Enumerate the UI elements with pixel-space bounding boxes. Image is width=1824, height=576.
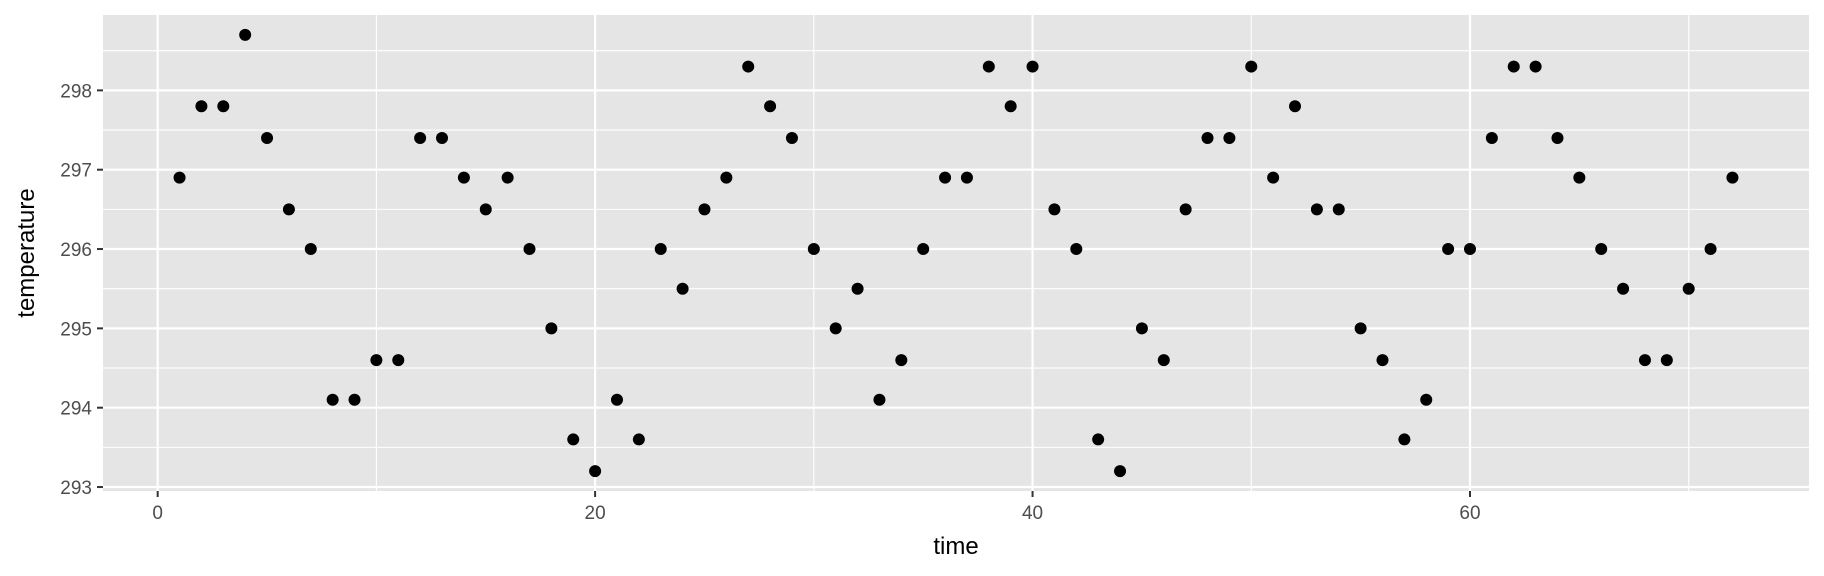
data-point bbox=[217, 100, 230, 113]
y-tick-label: 296 bbox=[60, 240, 92, 261]
data-point bbox=[698, 203, 711, 216]
data-point bbox=[1114, 465, 1127, 478]
data-point bbox=[414, 131, 427, 144]
data-point bbox=[1529, 60, 1542, 73]
data-point bbox=[1704, 243, 1717, 256]
data-point bbox=[1420, 393, 1433, 406]
data-point bbox=[589, 465, 602, 478]
data-point bbox=[742, 60, 755, 73]
data-point bbox=[1179, 203, 1192, 216]
data-point bbox=[1004, 100, 1017, 113]
data-point bbox=[895, 354, 908, 367]
data-point bbox=[1682, 282, 1695, 295]
x-tick-label: 60 bbox=[1459, 503, 1480, 524]
data-point bbox=[1157, 354, 1170, 367]
data-point bbox=[1726, 171, 1739, 184]
data-point bbox=[1507, 60, 1520, 73]
x-axis-ticks: 0 20 40 60 bbox=[152, 491, 1481, 524]
data-point bbox=[195, 100, 208, 113]
data-point bbox=[1376, 354, 1389, 367]
data-point bbox=[1463, 243, 1476, 256]
data-point bbox=[1660, 354, 1673, 367]
data-point bbox=[1070, 243, 1083, 256]
x-axis-title: time bbox=[933, 533, 978, 560]
data-point bbox=[610, 393, 623, 406]
data-point bbox=[457, 171, 470, 184]
y-tick-label: 294 bbox=[60, 399, 92, 420]
data-point bbox=[917, 243, 930, 256]
data-point bbox=[1442, 243, 1455, 256]
data-point bbox=[545, 322, 558, 335]
data-point bbox=[1223, 131, 1236, 144]
data-point bbox=[348, 393, 361, 406]
data-point bbox=[1201, 131, 1214, 144]
data-point bbox=[829, 322, 842, 335]
data-point bbox=[676, 282, 689, 295]
data-point bbox=[1573, 171, 1586, 184]
x-tick-label: 20 bbox=[585, 503, 606, 524]
y-axis-ticks: 293 294 295 296 297 298 bbox=[60, 81, 103, 499]
data-point bbox=[1267, 171, 1280, 184]
data-point bbox=[1638, 354, 1651, 367]
data-point bbox=[523, 243, 536, 256]
data-point bbox=[479, 203, 492, 216]
data-point bbox=[1595, 243, 1608, 256]
data-point bbox=[1332, 203, 1345, 216]
data-point bbox=[785, 131, 798, 144]
data-point bbox=[720, 171, 733, 184]
data-point bbox=[436, 131, 449, 144]
data-point bbox=[239, 28, 252, 41]
data-point bbox=[873, 393, 886, 406]
data-point bbox=[1026, 60, 1039, 73]
data-point bbox=[939, 171, 952, 184]
data-point bbox=[261, 131, 274, 144]
data-point bbox=[1135, 322, 1148, 335]
data-point bbox=[1354, 322, 1367, 335]
data-point bbox=[1245, 60, 1258, 73]
data-point bbox=[282, 203, 295, 216]
data-point bbox=[1310, 203, 1323, 216]
data-point bbox=[851, 282, 864, 295]
data-point bbox=[632, 433, 645, 446]
y-axis-title: temperature bbox=[13, 188, 40, 317]
y-tick-label: 295 bbox=[60, 319, 92, 340]
minor-gridlines bbox=[103, 15, 1809, 491]
x-tick-label: 40 bbox=[1022, 503, 1043, 524]
y-tick-label: 297 bbox=[60, 161, 92, 182]
data-point bbox=[1551, 131, 1564, 144]
data-point bbox=[304, 243, 317, 256]
data-point bbox=[764, 100, 777, 113]
data-point bbox=[1617, 282, 1630, 295]
data-point bbox=[1485, 131, 1498, 144]
data-point bbox=[1398, 433, 1411, 446]
x-tick-label: 0 bbox=[152, 503, 163, 524]
y-tick-label: 293 bbox=[60, 478, 92, 499]
data-point bbox=[501, 171, 514, 184]
data-point bbox=[807, 243, 820, 256]
data-point bbox=[654, 243, 667, 256]
data-points bbox=[173, 28, 1739, 478]
data-point bbox=[1048, 203, 1061, 216]
data-point bbox=[173, 171, 186, 184]
data-point bbox=[960, 171, 973, 184]
data-point bbox=[1092, 433, 1105, 446]
data-point bbox=[1289, 100, 1302, 113]
data-point bbox=[370, 354, 383, 367]
data-point bbox=[326, 393, 339, 406]
plot-panel bbox=[103, 15, 1809, 491]
data-point bbox=[567, 433, 580, 446]
data-point bbox=[982, 60, 995, 73]
y-tick-label: 298 bbox=[60, 81, 92, 102]
data-point bbox=[392, 354, 405, 367]
